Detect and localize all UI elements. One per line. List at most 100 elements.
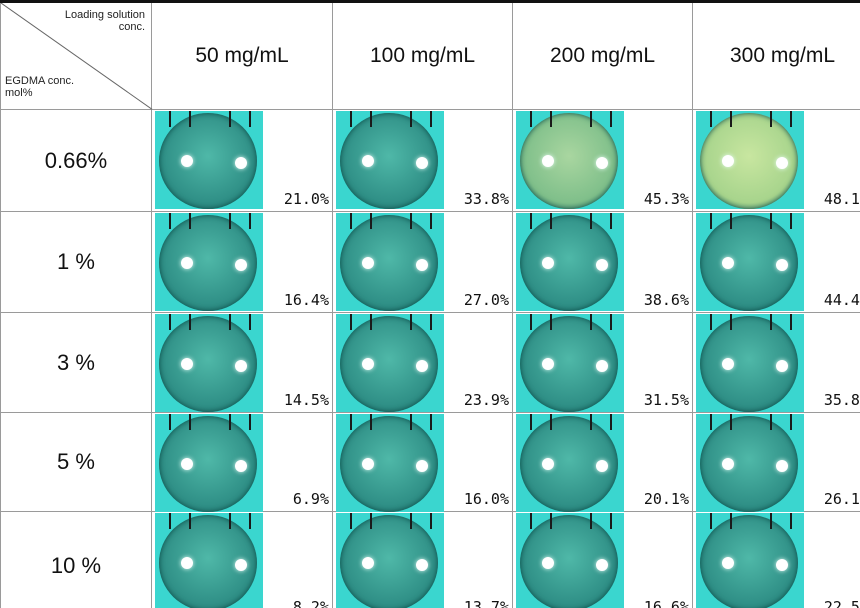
bead-photo <box>516 213 624 311</box>
scale-tick <box>169 513 171 529</box>
scale-tick <box>790 111 792 127</box>
percent-label: 26.1% <box>824 490 860 508</box>
scale-tick <box>530 314 532 330</box>
percent-label: 22.5% <box>824 598 860 608</box>
percent-label: 27.0% <box>464 291 509 309</box>
bead-photo <box>336 111 444 209</box>
highlight <box>181 458 193 470</box>
highlight <box>596 460 608 472</box>
scale-tick <box>229 513 231 529</box>
scale-tick <box>350 111 352 127</box>
scale-tick <box>370 213 372 229</box>
bead-photo <box>155 111 263 209</box>
highlight <box>235 460 247 472</box>
image-cell: 20.1% <box>513 413 693 512</box>
highlight <box>416 360 428 372</box>
bead-photo <box>155 513 263 608</box>
bead-photo <box>155 213 263 311</box>
percent-label: 48.1% <box>824 190 860 208</box>
bead-photo <box>336 314 444 412</box>
highlight <box>542 155 554 167</box>
scale-tick <box>249 414 251 430</box>
bead-photo <box>516 513 624 608</box>
scale-tick <box>370 513 372 529</box>
percent-label: 20.1% <box>644 490 689 508</box>
scale-tick <box>610 213 612 229</box>
scale-tick <box>770 314 772 330</box>
scale-tick <box>550 213 552 229</box>
column-header: 100 mg/mL <box>333 3 513 110</box>
scale-tick <box>790 513 792 529</box>
bead-photo <box>696 513 804 608</box>
corner-bottom-label: EGDMA conc. mol% <box>5 75 75 99</box>
percent-label: 44.4% <box>824 291 860 309</box>
highlight <box>416 259 428 271</box>
scale-tick <box>530 111 532 127</box>
scale-tick <box>189 111 191 127</box>
highlight <box>181 155 193 167</box>
highlight <box>542 458 554 470</box>
scale-tick <box>229 213 231 229</box>
scale-tick <box>370 414 372 430</box>
image-cell: 6.9% <box>152 413 333 512</box>
scale-tick <box>790 314 792 330</box>
bead-photo <box>155 414 263 512</box>
highlight <box>362 458 374 470</box>
scale-tick <box>430 314 432 330</box>
highlight <box>542 358 554 370</box>
highlight <box>776 157 788 169</box>
highlight <box>235 259 247 271</box>
scale-tick <box>790 414 792 430</box>
scale-tick <box>189 213 191 229</box>
highlight <box>542 257 554 269</box>
percent-label: 31.5% <box>644 391 689 409</box>
scale-tick <box>430 414 432 430</box>
bead-photo <box>516 414 624 512</box>
highlight <box>362 358 374 370</box>
bead-photo <box>696 111 804 209</box>
scale-tick <box>730 513 732 529</box>
scale-tick <box>550 513 552 529</box>
highlight <box>235 157 247 169</box>
bead-photo <box>336 213 444 311</box>
highlight <box>722 557 734 569</box>
scale-tick <box>249 314 251 330</box>
scale-tick <box>530 414 532 430</box>
bead-photo <box>155 314 263 412</box>
column-header: 300 mg/mL <box>693 3 860 110</box>
scale-tick <box>710 414 712 430</box>
image-cell: 33.8% <box>333 110 513 212</box>
scale-tick <box>350 513 352 529</box>
image-cell: 22.5% <box>693 512 860 608</box>
scale-tick <box>530 213 532 229</box>
corner-top-label: Loading solution conc. <box>45 9 145 33</box>
bead-photo <box>336 513 444 608</box>
scale-tick <box>189 513 191 529</box>
image-cell: 16.4% <box>152 212 333 313</box>
scale-tick <box>350 213 352 229</box>
scale-tick <box>770 414 772 430</box>
highlight <box>776 360 788 372</box>
scale-tick <box>770 513 772 529</box>
image-cell: 45.3% <box>513 110 693 212</box>
image-cell: 23.9% <box>333 313 513 413</box>
image-cell: 14.5% <box>152 313 333 413</box>
percent-label: 14.5% <box>284 391 329 409</box>
scale-tick <box>610 513 612 529</box>
scale-tick <box>410 314 412 330</box>
scale-tick <box>590 111 592 127</box>
row-header: 0.66% <box>0 110 152 212</box>
percent-label: 16.6% <box>644 598 689 608</box>
highlight <box>596 259 608 271</box>
highlight <box>181 358 193 370</box>
row-header: 1 % <box>0 212 152 313</box>
highlight <box>596 360 608 372</box>
image-cell: 27.0% <box>333 212 513 313</box>
scale-tick <box>370 111 372 127</box>
scale-tick <box>770 111 772 127</box>
scale-tick <box>430 213 432 229</box>
highlight <box>181 257 193 269</box>
highlight <box>362 557 374 569</box>
scale-tick <box>710 111 712 127</box>
image-cell: 26.1% <box>693 413 860 512</box>
